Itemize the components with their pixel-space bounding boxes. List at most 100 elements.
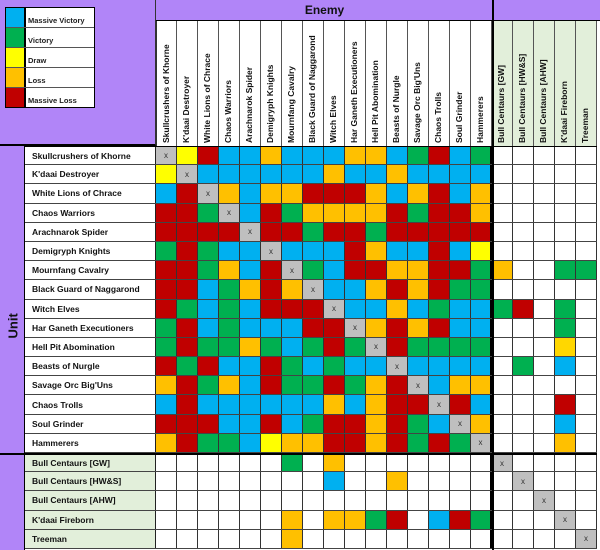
matchup-cell — [198, 241, 219, 261]
column-header: Bull Centaurs [GW] — [492, 21, 513, 146]
matchup-cell — [450, 241, 471, 261]
matchup-cell — [261, 472, 282, 491]
matchup-cell — [492, 491, 513, 510]
matchup-cell — [471, 165, 492, 184]
matchup-cell — [555, 203, 576, 222]
matchup-cell — [303, 510, 324, 529]
matchup-cell — [450, 529, 471, 548]
table-row: K'daai Destroyer x — [25, 165, 597, 185]
table-row: Black Guard of Naggarond x — [25, 280, 597, 300]
matchup-cell — [345, 357, 366, 376]
matchup-cell — [555, 529, 576, 548]
matchup-cell — [387, 455, 408, 472]
column-header-label: Witch Elves — [328, 95, 338, 143]
matchup-cell — [219, 357, 240, 376]
matchup-cell — [261, 318, 282, 337]
matchup-cell: x — [303, 280, 324, 299]
matchup-cell — [576, 203, 597, 222]
matchup-cell — [240, 395, 261, 414]
matchup-cell — [387, 203, 408, 222]
matchup-cell — [492, 147, 513, 165]
column-header: Har Ganeth Executioners — [345, 21, 366, 146]
matchup-cell — [492, 357, 513, 376]
matchup-cell — [450, 318, 471, 337]
matchup-cell — [324, 165, 345, 184]
matchup-cell — [324, 529, 345, 548]
matchup-cell — [366, 147, 387, 165]
matchup-cell — [366, 261, 387, 280]
matchup-cell: x — [282, 261, 303, 280]
matchup-cell: x — [261, 241, 282, 261]
matchup-cell — [219, 529, 240, 548]
table-row: Witch Elves x — [25, 299, 597, 319]
matchup-cell — [303, 318, 324, 337]
matchup-cell — [513, 222, 534, 241]
matchup-cell — [429, 222, 450, 241]
matchup-cell — [555, 318, 576, 337]
matchup-cell — [345, 203, 366, 222]
matchup-cell — [219, 455, 240, 472]
matchup-cell — [366, 184, 387, 203]
table-row: Soul Grinder x — [25, 414, 597, 434]
matchup-cell — [471, 280, 492, 299]
matchup-cell — [492, 433, 513, 452]
matchup-cell — [576, 261, 597, 280]
matchup-cell — [513, 337, 534, 357]
matchup-cell — [387, 318, 408, 337]
matchup-cell — [156, 529, 177, 548]
matchup-cell — [450, 357, 471, 376]
matchup-cell — [450, 280, 471, 299]
matchup-cell — [534, 510, 555, 529]
matchup-cell — [492, 395, 513, 414]
matchup-cell — [324, 395, 345, 414]
matchup-cell — [387, 337, 408, 357]
matchup-cell — [198, 337, 219, 357]
matchup-cell — [261, 455, 282, 472]
matchup-cell — [471, 455, 492, 472]
table-row: Savage Orc Big'Uns x — [25, 376, 597, 396]
matchup-cell — [177, 510, 198, 529]
matchup-cell — [261, 222, 282, 241]
legend-swatch — [6, 8, 26, 27]
matchup-cell — [282, 510, 303, 529]
matchup-cell — [408, 261, 429, 280]
matchup-cell — [261, 357, 282, 376]
matchup-cell — [366, 165, 387, 184]
matchup-cell — [471, 147, 492, 165]
matchup-cell — [555, 222, 576, 241]
matchup-cell — [324, 184, 345, 203]
matchup-cell — [513, 299, 534, 318]
matchup-cell — [387, 433, 408, 452]
matchup-cell — [513, 414, 534, 433]
matchup-cell — [219, 491, 240, 510]
matchup-cell — [534, 165, 555, 184]
matchup-cell — [198, 299, 219, 318]
matchup-cell — [240, 184, 261, 203]
matchup-cell — [387, 184, 408, 203]
matchup-cell — [261, 165, 282, 184]
matchup-cell — [450, 261, 471, 280]
matchup-cell — [471, 299, 492, 318]
matchup-cell — [471, 222, 492, 241]
matchup-cell — [387, 299, 408, 318]
matchup-cell — [534, 203, 555, 222]
matchup-cell — [555, 472, 576, 491]
matchup-grid: Skullcrushers of Khorne x K'daai Destroyer… — [25, 146, 597, 549]
matchup-cell: x — [471, 433, 492, 452]
matchup-cell — [492, 376, 513, 395]
matchup-cell — [492, 280, 513, 299]
matchup-cell — [198, 280, 219, 299]
table-row: Bull Centaurs [GW] x — [25, 453, 597, 473]
row-label: Soul Grinder — [25, 414, 156, 433]
matchup-cell — [492, 337, 513, 357]
matchup-cell — [513, 261, 534, 280]
matchup-cell — [555, 491, 576, 510]
matchup-cell — [219, 280, 240, 299]
matchup-cell — [408, 472, 429, 491]
unit-axis: Unit — [0, 146, 25, 550]
row-label: Chaos Trolls — [25, 395, 156, 414]
matchup-cell — [534, 414, 555, 433]
legend-swatch — [6, 68, 26, 87]
matchup-cell — [282, 222, 303, 241]
matchup-cell — [240, 433, 261, 452]
